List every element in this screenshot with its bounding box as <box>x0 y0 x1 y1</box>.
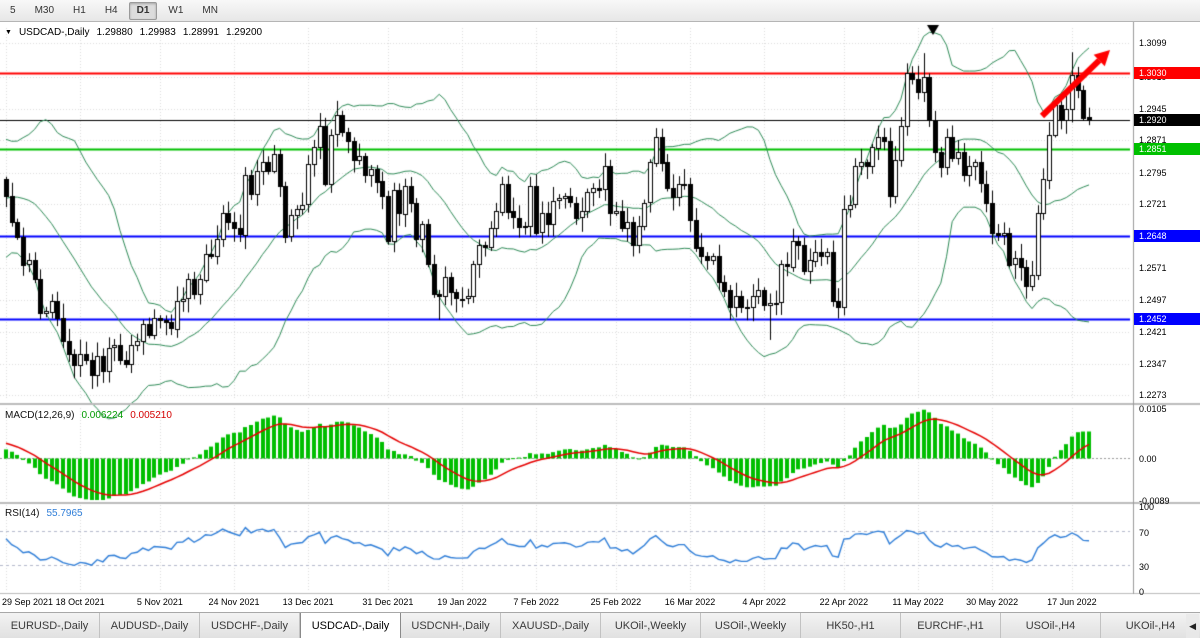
price-tick-label: 1.2273 <box>1139 390 1167 401</box>
price-tick-label: 1.2421 <box>1139 327 1167 338</box>
macd-axis-label: -0.0089 <box>1139 496 1170 506</box>
price-level-badge-1.2648: 1.2648 <box>1134 229 1200 242</box>
date-axis-label: 11 May 2022 <box>892 597 944 607</box>
price-tick-label: 1.2347 <box>1139 358 1167 369</box>
date-axis-label: 25 Feb 2022 <box>590 597 642 607</box>
price-tick-label: 1.2795 <box>1139 167 1167 178</box>
rsi-axis-label: 0 <box>1139 587 1145 597</box>
rsi-axis-label: 100 <box>1139 502 1155 512</box>
timeframe-button-h4[interactable]: H4 <box>104 4 118 16</box>
ohlc-close: 1.29200 <box>225 27 263 38</box>
price-tick-label: 1.2945 <box>1139 103 1167 114</box>
price-level-badge-1.2920: 1.2920 <box>1134 113 1200 126</box>
ohlc-open: 1.29880 <box>96 27 133 38</box>
macd-value-main: 0.006224 <box>81 410 124 421</box>
chart-tab-usdchf-daily[interactable]: USDCHF-,Daily <box>200 613 300 638</box>
date-axis-label: 22 Apr 2022 <box>819 597 869 607</box>
date-axis-label: 18 Oct 2021 <box>55 597 105 607</box>
date-axis-label: 5 Nov 2021 <box>136 597 183 607</box>
chart-title: ▼ USDCAD-,Daily 1.29880 1.29983 1.28991 … <box>5 27 262 38</box>
chart-area: ▼ USDCAD-,Daily 1.29880 1.29983 1.28991 … <box>0 22 1200 612</box>
ohlc-high: 1.29983 <box>139 27 176 38</box>
macd-value-signal: 0.005210 <box>130 410 172 421</box>
date-axis-label: 29 Sep 2021 <box>2 597 54 607</box>
chart-tab-usoil-weekly[interactable]: USOil-,Weekly <box>701 613 801 638</box>
chart-tab-hk50-h1[interactable]: HK50-,H1 <box>801 613 901 638</box>
rsi-label: RSI(14) <box>5 508 40 519</box>
timeframe-toolbar: 5 M30 H1 H4 D1 W1 MN <box>0 0 1200 22</box>
date-axis-label: 16 Mar 2022 <box>664 597 716 607</box>
rsi-axis-label: 30 <box>1139 561 1150 572</box>
chart-tab-usoil-h4[interactable]: USOil-,H4 <box>1001 613 1101 638</box>
price-tick-label: 1.2871 <box>1139 135 1167 146</box>
price-tick-label: 1.2721 <box>1139 199 1167 210</box>
price-chart-canvas[interactable] <box>0 22 1200 612</box>
price-level-badge-1.2452: 1.2452 <box>1134 313 1200 326</box>
rsi-value: 55.7965 <box>46 508 83 519</box>
rsi-indicator-label: RSI(14) 55.7965 <box>5 508 83 519</box>
chart-tab-eurusd-daily[interactable]: EURUSD-,Daily <box>0 613 100 638</box>
date-axis-label: 17 Jun 2022 <box>1047 597 1097 607</box>
timeframe-button-w1[interactable]: W1 <box>168 4 184 16</box>
chart-tab-usdcnh-daily[interactable]: USDCNH-,Daily <box>401 613 501 638</box>
date-axis-label: 4 Apr 2022 <box>742 597 786 607</box>
date-axis-label: 19 Jan 2022 <box>437 597 487 607</box>
rsi-axis-label: 70 <box>1139 527 1150 538</box>
timeframe-button-5[interactable]: 5 <box>10 4 16 16</box>
chart-dropdown-icon[interactable]: ▼ <box>5 29 12 36</box>
chart-tab-xauusd-daily[interactable]: XAUUSD-,Daily <box>501 613 601 638</box>
timeframe-button-mn[interactable]: MN <box>202 4 218 16</box>
date-axis-label: 24 Nov 2021 <box>208 597 260 607</box>
price-tick-label: 1.3099 <box>1139 38 1167 49</box>
price-tick-label: 1.2571 <box>1139 263 1167 274</box>
chart-tab-bar: EURUSD-,Daily AUDUSD-,Daily USDCHF-,Daily U… <box>0 612 1200 638</box>
macd-axis-label: 0.0105 <box>1139 404 1167 414</box>
chart-tab-ukoil-h4[interactable]: UKOil-,H4 <box>1101 613 1200 638</box>
timeframe-button-m30[interactable]: M30 <box>34 4 55 16</box>
price-level-badge-1.2851: 1.2851 <box>1134 143 1200 156</box>
date-axis-label: 13 Dec 2021 <box>282 597 334 607</box>
timeframe-button-d1[interactable]: D1 <box>128 1 158 20</box>
chart-tab-audusd-daily[interactable]: AUDUSD-,Daily <box>100 613 200 638</box>
tab-scroll-left-icon[interactable]: ◀ <box>1186 614 1199 638</box>
price-tick-label: 1.2497 <box>1139 294 1167 305</box>
ohlc-low: 1.28991 <box>182 27 219 38</box>
chart-tab-usdcad-daily[interactable]: USDCAD-,Daily <box>300 613 401 638</box>
chart-tab-ukoil-weekly[interactable]: UKOil-,Weekly <box>601 613 701 638</box>
macd-indicator-label: MACD(12,26,9) 0.006224 0.005210 <box>5 410 172 421</box>
price-level-badge-1.3030: 1.3030 <box>1134 66 1200 79</box>
date-axis-label: 30 May 2022 <box>966 597 1019 607</box>
macd-axis-label: 0.00 <box>1139 453 1157 464</box>
chart-symbol-label: USDCAD-,Daily <box>18 27 90 38</box>
macd-label: MACD(12,26,9) <box>5 410 75 421</box>
chart-tab-eurchf-h1[interactable]: EURCHF-,H1 <box>901 613 1001 638</box>
timeframe-button-h1[interactable]: H1 <box>73 4 86 16</box>
date-axis-label: 7 Feb 2022 <box>513 597 559 607</box>
date-axis-label: 31 Dec 2021 <box>362 597 414 607</box>
